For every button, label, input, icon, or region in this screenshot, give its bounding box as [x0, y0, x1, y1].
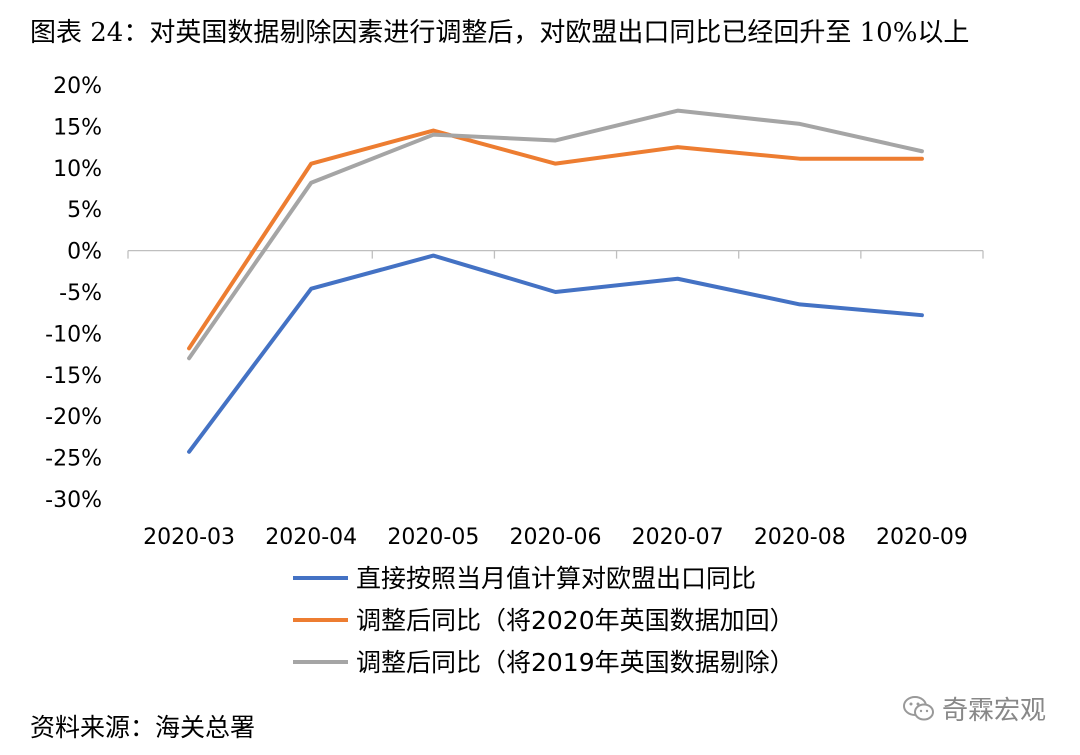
- x-tick-label: 2020-05: [387, 525, 479, 550]
- x-tick-label: 2020-06: [510, 525, 602, 550]
- wechat-icon: [903, 695, 934, 720]
- x-tick-label: 2020-07: [632, 525, 724, 550]
- y-tick-label: -30%: [45, 488, 102, 513]
- x-tick-label: 2020-08: [754, 525, 846, 550]
- y-tick-label: -10%: [45, 322, 102, 347]
- series-lines: [187, 108, 924, 454]
- y-tick-label: -5%: [59, 281, 102, 306]
- watermark-text: 奇霖宏观: [942, 696, 1047, 726]
- x-tick-label: 2020-03: [143, 525, 235, 550]
- y-tick-label: 0%: [67, 240, 102, 265]
- y-tick-label: -15%: [45, 364, 102, 389]
- x-axis: [127, 249, 984, 259]
- y-tick-label: 10%: [53, 157, 102, 182]
- series-line-3: [187, 108, 924, 361]
- x-axis-ticks: 2020-03 2020-04 2020-05 2020-06 2020-07 2020-…: [143, 525, 968, 550]
- x-tick-label: 2020-04: [265, 525, 357, 550]
- source-note: 资料来源：海关总署: [30, 713, 256, 742]
- y-tick-label: 20%: [53, 74, 102, 99]
- y-tick-label: -20%: [45, 405, 102, 430]
- y-tick-label: 5%: [67, 198, 102, 223]
- series-line-1: [187, 253, 924, 454]
- legend-label: 调整后同比（将2019年英国数据剔除）: [356, 648, 795, 677]
- line-chart: 20% 15% 10% 5% 0% -5% -10% -15% -20% -25% -30% 202…: [45, 74, 984, 677]
- y-axis-ticks: 20% 15% 10% 5% 0% -5% -10% -15% -20% -25% -30%: [45, 74, 102, 513]
- y-tick-label: 15%: [53, 115, 102, 140]
- chart-title: 图表 24：对英国数据剔除因素进行调整后，对欧盟出口同比已经回升至 10%以上: [30, 18, 970, 48]
- watermark: 奇霖宏观: [902, 690, 1046, 727]
- y-tick-label: -25%: [45, 447, 102, 472]
- legend-label: 调整后同比（将2020年英国数据加回）: [356, 606, 795, 635]
- x-tick-label: 2020-09: [876, 525, 968, 550]
- series-line-2: [187, 128, 924, 351]
- legend-label: 直接按照当月值计算对欧盟出口同比: [356, 564, 756, 593]
